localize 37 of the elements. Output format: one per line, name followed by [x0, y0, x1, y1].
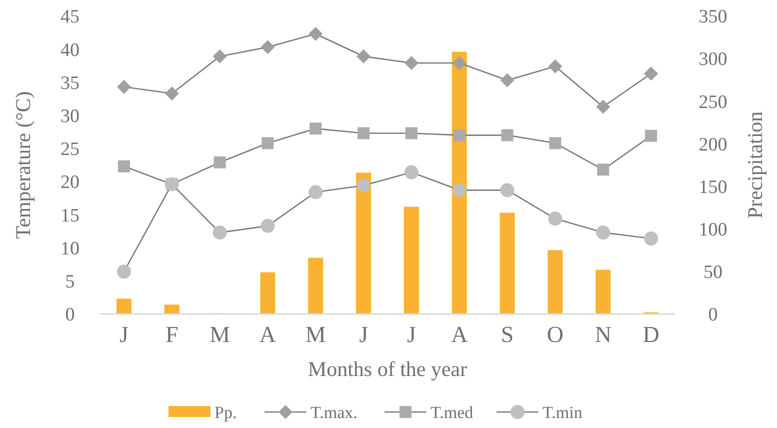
- y-tick-label: 45: [60, 6, 80, 28]
- y-tick-label: 20: [60, 172, 80, 194]
- y2-tick-label: 200: [698, 134, 728, 156]
- y2-tick-label: 0: [708, 304, 718, 326]
- legend-label: T.max.: [310, 402, 358, 422]
- x-tick-label: J: [119, 322, 128, 347]
- y-tick-label: 15: [60, 205, 80, 226]
- legend-label: Pp.: [214, 402, 237, 422]
- x-tick-label: M: [210, 322, 230, 347]
- x-tick-label: F: [165, 322, 178, 347]
- legend-label: T.min: [542, 402, 583, 422]
- y2-tick-label: 300: [698, 49, 728, 70]
- x-tick-label: A: [259, 322, 276, 347]
- x-tick-label: S: [500, 322, 514, 347]
- y-tick-label: 25: [60, 139, 80, 160]
- x-tick-label: D: [642, 322, 660, 347]
- y2-tick-label: 100: [698, 220, 728, 241]
- y-tick-label: 40: [60, 40, 80, 61]
- y2-tick-label: 250: [698, 92, 728, 113]
- x-tick-label: M: [305, 322, 326, 347]
- y-tick-label: 0: [65, 304, 75, 326]
- x-tick-label: J: [359, 322, 368, 347]
- y2-tick-label: 150: [698, 176, 728, 198]
- legend-label: T.med: [430, 402, 474, 422]
- x-tick-label: A: [451, 322, 468, 347]
- x-tick-label: J: [406, 322, 416, 347]
- x-axis-title: Months of the year: [308, 357, 468, 381]
- y2-tick-label: 350: [698, 6, 728, 28]
- x-tick-label: O: [546, 322, 564, 347]
- y-tick-label: 10: [60, 238, 80, 260]
- y-tick-label: 30: [60, 106, 80, 127]
- x-tick-label: N: [594, 322, 612, 347]
- y-tick-label: 5: [65, 272, 75, 293]
- y2-tick-label: 50: [704, 262, 722, 284]
- y-tick-label: 35: [60, 72, 80, 94]
- y-axis-title: Temperature (°C): [11, 91, 35, 239]
- y2-axis-title: Precipitation: [743, 110, 767, 219]
